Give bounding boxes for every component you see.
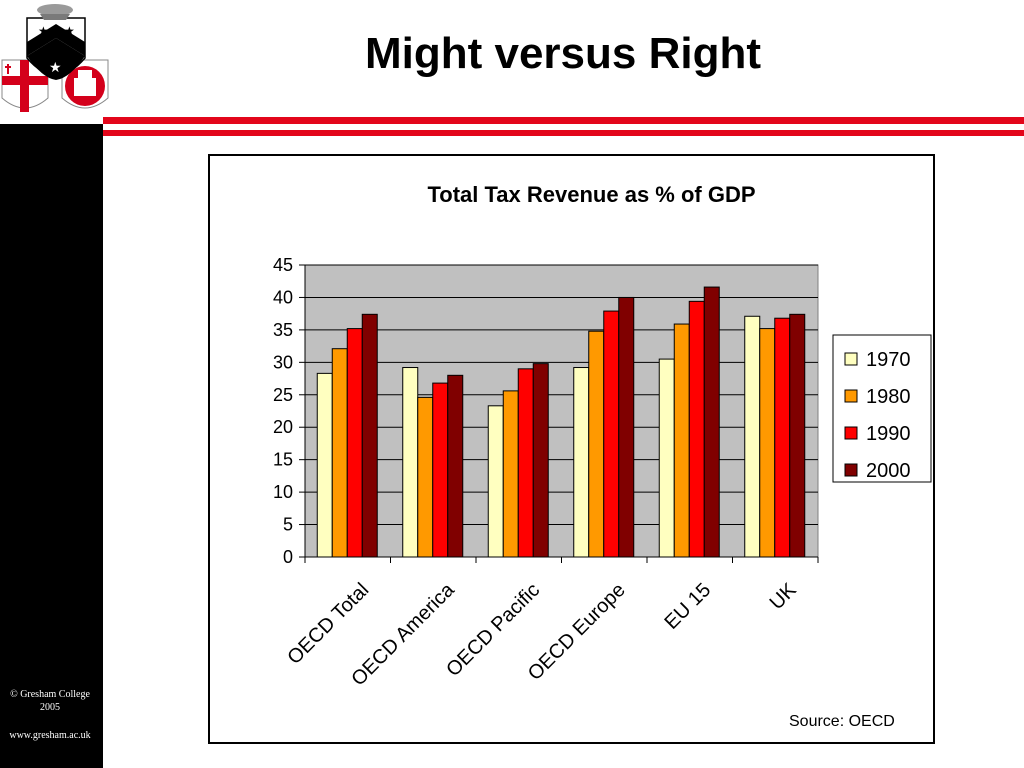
y-tick-label: 15 — [273, 450, 293, 470]
bar-2000 — [703, 286, 720, 558]
bar-2000 — [789, 313, 806, 558]
bar-1990 — [432, 382, 449, 558]
legend-swatch-1990 — [844, 426, 858, 440]
x-category-label: EU 15 — [660, 579, 715, 634]
legend-swatch-1980 — [844, 389, 858, 403]
legend-label-1980: 1980 — [866, 386, 911, 408]
legend-label-1990: 1990 — [866, 423, 911, 445]
tax-revenue-chart: Total Tax Revenue as % of GDP 0 5 10 15 20 25 3… — [273, 182, 932, 690]
svg-text:★: ★ — [64, 24, 75, 38]
y-tick-label: 45 — [273, 255, 293, 275]
plot-area — [304, 264, 819, 558]
chart-title: Total Tax Revenue as % of GDP — [427, 182, 755, 207]
y-tick-label: 10 — [273, 482, 293, 502]
legend-swatch-2000 — [844, 463, 858, 477]
bar-1970 — [573, 367, 590, 558]
bar-2000 — [618, 296, 635, 558]
bar-1990 — [346, 328, 363, 558]
bar-1970 — [744, 315, 761, 558]
x-category-label: OECD Total — [283, 579, 373, 669]
bar-1980 — [673, 323, 690, 558]
bar-2000 — [361, 313, 378, 558]
bar-1980 — [331, 348, 348, 558]
bar-2000 — [447, 374, 464, 558]
legend-label-2000: 2000 — [866, 460, 911, 482]
y-tick-label: 25 — [273, 385, 293, 405]
legend-label-1970: 1970 — [866, 349, 911, 371]
svg-text:★: ★ — [49, 60, 62, 76]
bar-1970 — [402, 367, 419, 558]
bar-1980 — [588, 330, 605, 558]
bar-1970 — [487, 405, 504, 558]
slide-title: Might versus Right — [364, 29, 762, 78]
y-tick-label: 35 — [273, 320, 293, 340]
source-note: Source: OECD — [789, 713, 895, 730]
chart-frame: Total Tax Revenue as % of GDP 0 5 10 15 20 25 3… — [208, 154, 935, 744]
legend-swatch-1970 — [844, 352, 858, 366]
bar-2000 — [532, 363, 549, 558]
bar-1990 — [774, 317, 791, 558]
y-tick-label: 5 — [283, 515, 293, 535]
header-rule-top — [103, 117, 1024, 124]
svg-text:★: ★ — [38, 24, 49, 38]
website-link[interactable]: www.gresham.ac.uk — [9, 730, 91, 741]
y-tick-label: 40 — [273, 287, 293, 307]
bar-1970 — [316, 372, 333, 558]
copyright-note: © Gresham College 2005 — [0, 688, 100, 714]
header-rule-bottom — [103, 130, 1024, 136]
bar-1980 — [502, 390, 519, 558]
bar-1990 — [517, 368, 534, 558]
bar-1990 — [603, 310, 620, 558]
bar-1990 — [688, 300, 705, 558]
gresham-college-crest-icon: ★ ★ ★ — [1, 4, 109, 112]
legend-box — [832, 334, 932, 483]
bar-1980 — [417, 396, 434, 558]
left-sidebar-bar — [0, 124, 103, 768]
y-tick-label: 20 — [273, 417, 293, 437]
bar-1970 — [658, 358, 675, 558]
copyright-text: © Gresham College — [10, 689, 90, 700]
x-category-label: UK — [766, 579, 802, 615]
bar-1980 — [759, 328, 776, 558]
copyright-year: 2005 — [40, 702, 60, 713]
y-tick-label: 30 — [273, 352, 293, 372]
y-tick-label: 0 — [283, 547, 293, 567]
